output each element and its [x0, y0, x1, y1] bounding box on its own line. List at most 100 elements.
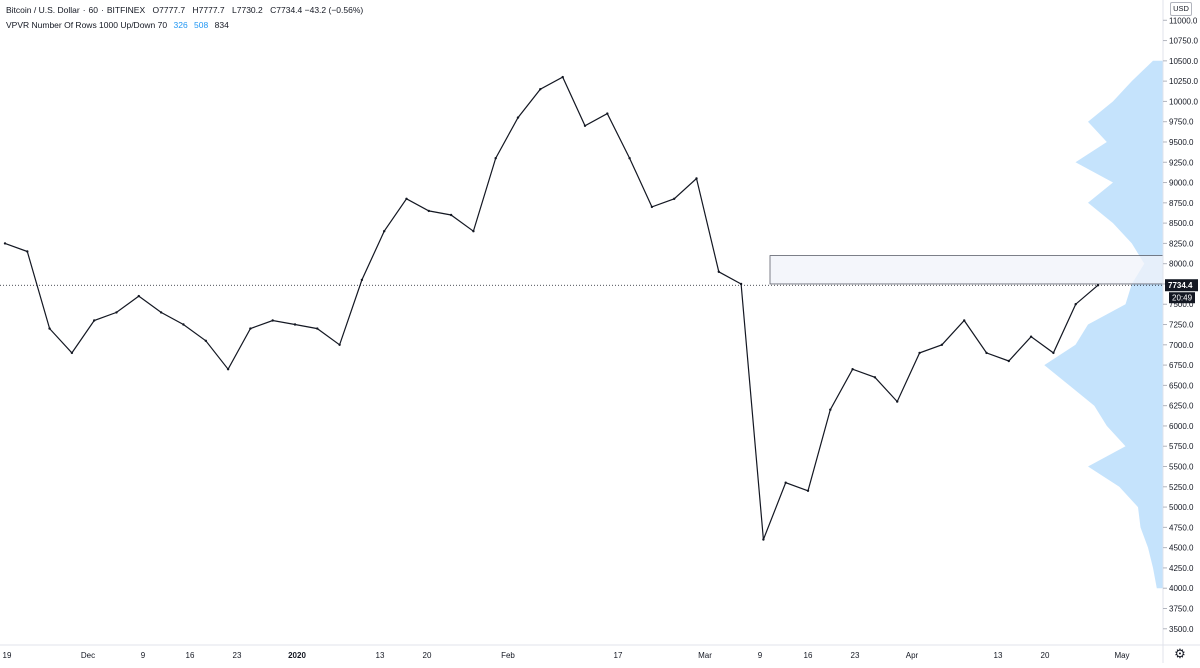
price-point: [1052, 351, 1055, 355]
price-tick-label: 4500.0: [1169, 544, 1194, 553]
price-tick-label: 6000.0: [1169, 422, 1194, 431]
time-tick-label: 9: [141, 651, 146, 660]
last-price-label: 7734.4: [1168, 281, 1193, 290]
price-tick-label: 7250.0: [1169, 321, 1194, 330]
price-point: [695, 177, 698, 180]
up-volume-value: 326: [173, 20, 188, 30]
price-point: [293, 323, 297, 326]
price-point: [3, 242, 7, 245]
price-tick-label: 7000.0: [1169, 341, 1194, 350]
close-value: C7734.4 −43.2 (−0.56%): [270, 5, 364, 15]
price-tick-label: 6750.0: [1169, 361, 1194, 370]
price-point: [137, 294, 140, 298]
price-tick-label: 6500.0: [1169, 381, 1194, 390]
time-tick-label: Feb: [501, 651, 515, 660]
price-point: [606, 112, 609, 115]
price-tick-label: 4750.0: [1169, 523, 1194, 532]
price-point: [918, 351, 921, 355]
price-point: [896, 400, 899, 403]
exchange-label: BITFINEX: [106, 5, 146, 15]
price-point: [427, 209, 430, 213]
price-point: [1007, 359, 1010, 363]
interval-label[interactable]: 60: [88, 5, 99, 15]
time-tick-label: 13: [376, 651, 385, 660]
price-point: [1029, 335, 1033, 338]
price-point: [851, 368, 854, 371]
open-value: O7777.7: [152, 5, 186, 15]
time-tick-label: 9: [758, 651, 763, 660]
price-tick-label: 10500.0: [1169, 57, 1198, 66]
time-tick-label: 20: [423, 651, 432, 660]
price-tick-label: 8500.0: [1169, 219, 1194, 228]
chart-legend: Bitcoin / U.S. Dollar · 60 · BITFINEX O7777.…: [6, 3, 363, 33]
price-point: [739, 282, 743, 286]
down-volume-value: 508: [194, 20, 209, 30]
time-tick-label: 17: [614, 651, 623, 660]
price-point: [204, 339, 207, 342]
price-point: [226, 368, 230, 371]
price-tick-label: 5500.0: [1169, 463, 1194, 472]
price-point: [762, 538, 765, 541]
plot-area[interactable]: [0, 60, 1164, 589]
price-point: [784, 481, 787, 484]
price-tick-label: 8000.0: [1169, 260, 1194, 269]
last-price-badge: [1165, 279, 1198, 292]
price-point: [70, 351, 74, 355]
price-tick-label: 7500.0: [1169, 300, 1194, 309]
price-tick-label: 10250.0: [1169, 77, 1198, 86]
time-axis[interactable]: 19 Dec 9 16 23 2020 13 20 Feb 17 Mar 9 16 23 Apr 13 20 Ma…: [0, 644, 1200, 660]
time-tick-label: 16: [804, 651, 813, 660]
price-point: [93, 319, 96, 322]
price-axis[interactable]: 3500.0 3750.0 4000.0 4250.0 4500.0 4750.0 5000…: [1162, 0, 1198, 663]
price-point: [940, 343, 944, 346]
price-tick-label: 11000.0: [1169, 16, 1198, 25]
time-tick-label: May: [1114, 651, 1129, 660]
price-point: [26, 250, 29, 253]
price-point: [249, 327, 252, 330]
countdown-label: 20:49: [1172, 294, 1193, 303]
price-point: [316, 327, 319, 330]
price-point: [494, 157, 497, 160]
price-point: [182, 323, 185, 326]
price-point: [583, 124, 587, 128]
indicator-legend-row[interactable]: VPVR Number Of Rows 1000 Up/Down 70 326 …: [6, 18, 363, 33]
price-point: [405, 197, 408, 200]
time-tick-label: 19: [3, 651, 12, 660]
price-tick-label: 6250.0: [1169, 402, 1194, 411]
price-tick-label: 5000.0: [1169, 503, 1194, 512]
price-point: [1074, 303, 1077, 306]
time-tick-label: 13: [994, 651, 1003, 660]
price-point: [48, 327, 51, 330]
price-point: [516, 116, 520, 119]
price-tick-label: 4000.0: [1169, 584, 1194, 593]
price-tick-label: 10750.0: [1169, 37, 1198, 46]
time-tick-label: 16: [186, 651, 195, 660]
price-point: [650, 205, 654, 209]
price-series-line[interactable]: [4, 76, 1099, 540]
indicator-name[interactable]: VPVR Number Of Rows 1000 Up/Down 70: [6, 20, 168, 30]
price-point: [963, 319, 966, 322]
price-tick-label: 8750.0: [1169, 199, 1194, 208]
price-point: [829, 408, 832, 411]
price-point: [271, 319, 274, 322]
countdown-badge: [1169, 292, 1195, 304]
symbol-legend-row[interactable]: Bitcoin / U.S. Dollar · 60 · BITFINEX O7777.…: [6, 5, 364, 15]
time-tick-label: 2020: [288, 651, 306, 660]
symbol-name[interactable]: Bitcoin / U.S. Dollar: [6, 5, 80, 15]
price-tick-label: 4250.0: [1169, 564, 1194, 573]
price-point: [115, 311, 118, 314]
low-value: L7730.2: [232, 5, 263, 15]
currency-button[interactable]: USD: [1170, 2, 1192, 16]
price-point: [673, 197, 676, 200]
price-tick-label: 10000.0: [1169, 97, 1198, 106]
time-tick-label: 23: [233, 651, 242, 660]
price-point: [806, 489, 810, 492]
price-point: [383, 230, 386, 233]
resistance-zone[interactable]: [769, 255, 1164, 285]
settings-gear-icon[interactable]: ⚙: [1174, 646, 1186, 661]
time-tick-label: Dec: [81, 651, 95, 660]
price-point: [159, 311, 163, 314]
price-point: [717, 270, 720, 273]
